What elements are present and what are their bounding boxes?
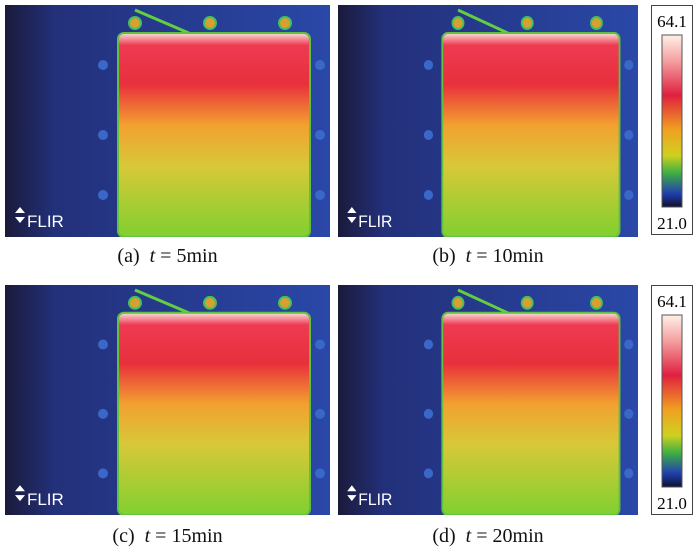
watermark-logo [347, 207, 357, 223]
bolt [624, 408, 634, 419]
colorbar-min: 21.0 [657, 494, 687, 513]
bolt [98, 60, 108, 70]
caption-value: = 5min [160, 245, 218, 267]
connector [128, 295, 142, 310]
caption: (b) t = 10min [338, 245, 638, 268]
colorbar-min: 21.0 [657, 214, 687, 233]
plate [117, 32, 311, 237]
bolt [624, 190, 634, 200]
bolt [423, 468, 434, 479]
bolt [315, 408, 325, 419]
thermal-image: FLIR [5, 285, 330, 515]
bolt [315, 60, 325, 70]
bolt [98, 130, 108, 140]
caption-variable: t [465, 245, 472, 267]
connector [520, 295, 534, 310]
connector [203, 16, 217, 30]
plate [441, 32, 621, 237]
colorbar: 64.1 21.0 [651, 5, 693, 235]
bolt [423, 408, 434, 419]
connector [128, 16, 142, 30]
bolt [624, 130, 634, 140]
bolt [98, 468, 108, 479]
bolt [98, 339, 108, 350]
caption-value: = 10min [476, 245, 544, 267]
plate [441, 311, 621, 515]
connector [203, 295, 217, 310]
caption-label: (a) [117, 245, 140, 267]
bolt [423, 130, 434, 140]
bolt [98, 408, 108, 419]
connector [520, 16, 534, 30]
caption: (a) t = 5min [5, 245, 330, 268]
watermark: FLIR [27, 212, 64, 231]
bolt [624, 60, 634, 70]
watermark: FLIR [358, 212, 392, 231]
caption: (c) t = 15min [5, 525, 330, 548]
caption-value: = 20min [476, 525, 544, 547]
watermark: FLIR [27, 490, 64, 509]
thermal-image: FLIR [338, 285, 638, 515]
connector [451, 295, 465, 310]
bolt [315, 468, 325, 479]
colorbar: 64.1 21.0 [651, 285, 693, 515]
caption-variable: t [149, 245, 156, 267]
bolt [423, 60, 434, 70]
caption-label: (c) [112, 525, 135, 547]
caption-variable: t [144, 525, 151, 547]
bolt [315, 190, 325, 200]
connector [451, 16, 465, 30]
colorbar-scale [661, 314, 683, 488]
colorbar-max: 64.1 [657, 292, 687, 311]
watermark: FLIR [358, 491, 392, 510]
bolt [624, 339, 634, 350]
caption-variable: t [465, 525, 472, 547]
watermark-logo [15, 207, 25, 223]
caption: (d) t = 20min [338, 525, 638, 548]
bolt [315, 130, 325, 140]
colorbar-max: 64.1 [657, 12, 687, 31]
plate [117, 311, 311, 515]
watermark-logo [347, 485, 357, 502]
colorbar-scale [661, 34, 683, 208]
caption-label: (d) [432, 525, 456, 547]
connector [590, 295, 603, 310]
bolt [315, 339, 325, 350]
bolt [423, 339, 434, 350]
connector [278, 16, 292, 30]
connector [590, 16, 603, 30]
thermal-image: FLIR [338, 5, 638, 237]
caption-value: = 15min [155, 525, 223, 547]
thermal-image: FLIR [5, 5, 330, 237]
watermark-logo [15, 485, 25, 502]
connector [278, 295, 292, 310]
caption-label: (b) [432, 245, 456, 267]
bolt [98, 190, 108, 200]
bolt [423, 190, 434, 200]
bolt [624, 468, 634, 479]
